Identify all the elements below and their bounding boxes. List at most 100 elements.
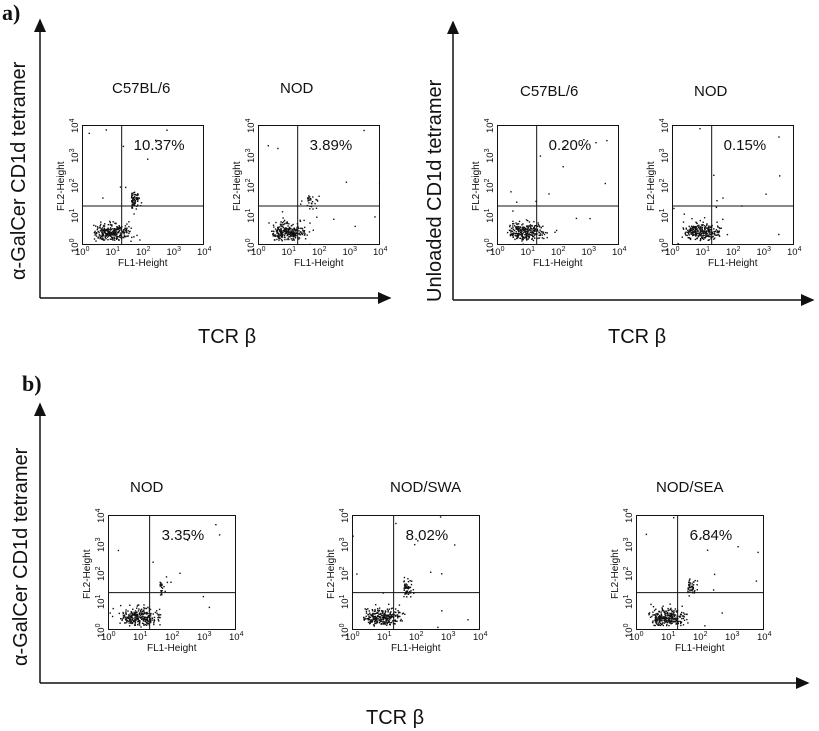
event-dot [666, 615, 668, 617]
event-dot [118, 226, 121, 229]
event-dot [393, 613, 395, 615]
event-dot [519, 233, 521, 235]
event-dot [518, 220, 521, 223]
event-dot [288, 223, 290, 225]
event-dot [380, 620, 383, 622]
x-tick-label: 103 [725, 631, 740, 644]
x-tick-label: 103 [197, 631, 212, 644]
event-dot [142, 618, 145, 620]
event-dot [117, 231, 120, 234]
x-tick-label: 102 [693, 631, 708, 644]
y-tick-label: 104 [95, 508, 108, 523]
event-dot [103, 235, 105, 237]
event-dot [100, 228, 103, 230]
event-dot [278, 237, 280, 239]
event-dot [401, 613, 404, 615]
event-dot [384, 623, 386, 626]
event-dot [139, 622, 141, 624]
event-dot [109, 234, 111, 236]
event-dot [689, 586, 691, 589]
event-dot [147, 612, 149, 615]
event-dot [703, 238, 705, 240]
event-dot [534, 233, 536, 235]
event-dot [682, 617, 685, 620]
event-dot [128, 622, 130, 624]
event-dot [148, 616, 150, 618]
event-dot [143, 616, 145, 618]
event-dot [670, 617, 672, 619]
event-dot [292, 230, 294, 232]
dot-plot-canvas [352, 515, 480, 630]
event-dot [126, 621, 128, 623]
event-dot [683, 213, 685, 215]
tick-exponent: 4 [484, 118, 491, 123]
event-dot [105, 233, 108, 236]
event-dot [682, 612, 685, 614]
event-dot [657, 616, 660, 618]
event-dot [546, 232, 548, 234]
event-dot [668, 614, 670, 616]
event-dot [690, 233, 692, 235]
event-dot [136, 611, 138, 614]
dot-plot-canvas [497, 125, 619, 245]
event-dot [517, 227, 519, 229]
event-dot [118, 236, 120, 238]
tick-exponent: 2 [623, 566, 630, 570]
tick-exponent: 1 [339, 594, 346, 599]
event-dot [159, 585, 161, 587]
event-dot [520, 231, 523, 234]
event-dot [99, 237, 101, 240]
event-dot [392, 623, 395, 625]
event-dot [708, 232, 711, 234]
event-dot [394, 620, 396, 622]
x-tick-label: 102 [165, 631, 180, 644]
event-dot [139, 621, 141, 623]
tick-exponent: 3 [735, 631, 740, 638]
event-dot [372, 613, 375, 615]
event-dot [97, 230, 99, 233]
y-tick-label: 100 [95, 623, 108, 638]
event-dot [281, 221, 284, 224]
event-dot [530, 224, 533, 227]
event-dot [697, 235, 699, 237]
event-dot [111, 236, 113, 238]
event-dot [114, 222, 116, 224]
event-dot [515, 226, 517, 228]
event-dot [374, 610, 376, 612]
event-dot [366, 618, 368, 620]
event-dot [706, 223, 708, 225]
event-dot [524, 234, 526, 236]
event-dot [663, 617, 665, 619]
event-dot [140, 610, 142, 613]
event-dot [655, 615, 657, 617]
y-tick-label: 100 [484, 238, 497, 253]
event-dot [280, 238, 283, 241]
event-dot [144, 618, 146, 621]
event-dot [509, 233, 512, 236]
event-dot [517, 223, 520, 225]
event-dot [712, 589, 715, 591]
event-dot [131, 618, 134, 621]
event-dot [405, 583, 407, 585]
event-dot [157, 619, 159, 621]
event-dot [106, 230, 108, 232]
event-dot [516, 226, 518, 229]
event-dot [532, 236, 534, 238]
event-dot [159, 584, 162, 586]
event-dot [311, 201, 314, 203]
event-dot [370, 621, 372, 623]
x-tick-label: 104 [373, 246, 388, 259]
tick-exponent: 2 [339, 566, 346, 570]
event-dot [529, 227, 532, 230]
event-dot [127, 614, 130, 616]
event-dot [125, 622, 127, 624]
event-dot [395, 608, 397, 610]
event-dot [708, 229, 710, 231]
event-dot [112, 230, 114, 233]
event-dot [681, 605, 683, 607]
event-dot [379, 616, 382, 618]
event-dot [707, 234, 710, 236]
event-dot [685, 228, 687, 230]
event-dot [106, 228, 108, 230]
event-dot [126, 619, 129, 622]
